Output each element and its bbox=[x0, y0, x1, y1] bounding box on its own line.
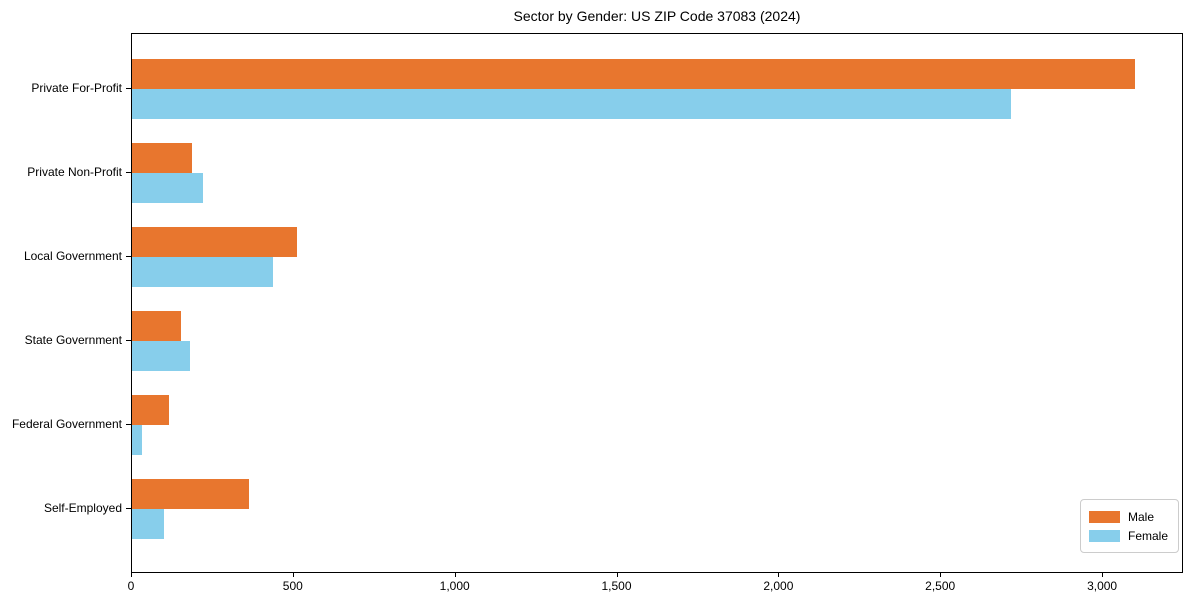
y-axis-label: Private For-Profit bbox=[31, 81, 122, 95]
bar-male-private-non-profit bbox=[132, 143, 192, 173]
y-tick-mark bbox=[126, 508, 131, 509]
y-tick-mark bbox=[126, 256, 131, 257]
bar-female-local-government bbox=[132, 257, 273, 287]
x-axis-label: 3,000 bbox=[1087, 579, 1118, 593]
y-tick-mark bbox=[126, 172, 131, 173]
bar-female-private-for-profit bbox=[132, 89, 1011, 119]
bar-male-self-employed bbox=[132, 479, 249, 509]
x-tick-mark bbox=[131, 572, 132, 577]
bar-female-self-employed bbox=[132, 509, 165, 539]
y-tick-mark bbox=[126, 424, 131, 425]
legend-label-male: Male bbox=[1127, 509, 1154, 524]
plot-area: Male Female bbox=[131, 33, 1183, 573]
legend: Male Female bbox=[1079, 499, 1179, 553]
x-axis-label: 500 bbox=[282, 579, 303, 593]
x-tick-mark bbox=[454, 572, 456, 577]
chart-title: Sector by Gender: US ZIP Code 37083 (202… bbox=[513, 8, 801, 24]
bar-male-state-government bbox=[132, 311, 181, 341]
bar-male-federal-government bbox=[132, 395, 170, 425]
legend-label-female: Female bbox=[1127, 528, 1168, 543]
x-tick-mark bbox=[616, 572, 618, 577]
x-tick-mark bbox=[940, 572, 942, 577]
x-axis-label: 1,500 bbox=[601, 579, 632, 593]
y-axis-label: Private Non-Profit bbox=[27, 165, 122, 179]
x-axis-label: 2,000 bbox=[763, 579, 794, 593]
x-axis-label: 2,500 bbox=[925, 579, 956, 593]
y-axis-label: State Government bbox=[24, 333, 122, 347]
bar-male-local-government bbox=[132, 227, 298, 257]
y-tick-mark bbox=[126, 340, 131, 341]
y-axis-label: Self-Employed bbox=[43, 501, 122, 515]
bar-male-private-for-profit bbox=[132, 59, 1136, 89]
x-axis-label: 0 bbox=[127, 579, 135, 593]
y-axis-label: Federal Government bbox=[11, 417, 122, 431]
legend-swatch-female-icon bbox=[1088, 529, 1120, 542]
legend-item-male: Male bbox=[1088, 507, 1168, 526]
x-tick-mark bbox=[778, 572, 780, 577]
bar-female-private-non-profit bbox=[132, 173, 204, 203]
legend-swatch-male-icon bbox=[1088, 510, 1120, 523]
x-tick-mark bbox=[292, 572, 294, 577]
bar-female-state-government bbox=[132, 341, 191, 371]
y-tick-mark bbox=[126, 88, 131, 89]
y-axis-label: Local Government bbox=[23, 249, 122, 263]
x-tick-mark bbox=[1102, 572, 1104, 577]
legend-item-female: Female bbox=[1088, 526, 1168, 545]
bar-female-federal-government bbox=[132, 425, 142, 455]
x-axis-label: 1,000 bbox=[439, 579, 470, 593]
